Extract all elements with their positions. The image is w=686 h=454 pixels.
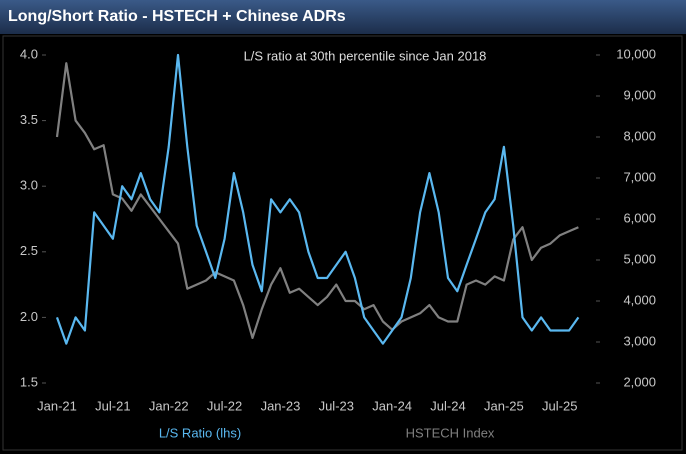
x-tick-label: Jul-22 — [207, 398, 242, 413]
y2-tick-label: 8,000 — [623, 128, 656, 143]
x-tick-label: Jan-22 — [149, 398, 189, 413]
x-tick-label: Jan-23 — [261, 398, 301, 413]
x-tick-label: Jan-21 — [37, 398, 77, 413]
x-tick-label: Jul-21 — [95, 398, 130, 413]
y-tick-label: 2.5 — [20, 243, 38, 258]
y2-tick-label: 2,000 — [623, 374, 656, 389]
x-tick-label: Jul-23 — [319, 398, 354, 413]
y2-tick-label: 9,000 — [623, 87, 656, 102]
y2-tick-label: 6,000 — [623, 210, 656, 225]
title-bar — [0, 0, 686, 34]
y-tick-label: 2.0 — [20, 309, 38, 324]
y-tick-label: 1.5 — [20, 374, 38, 389]
x-tick-label: Jul-24 — [430, 398, 465, 413]
y2-tick-label: 5,000 — [623, 251, 656, 266]
y2-tick-label: 3,000 — [623, 333, 656, 348]
x-tick-label: Jul-25 — [542, 398, 577, 413]
y-tick-label: 3.0 — [20, 178, 38, 193]
x-tick-label: Jan-24 — [372, 398, 412, 413]
legend-label: HSTECH Index — [406, 425, 495, 440]
frame — [2, 35, 683, 451]
y2-tick-label: 4,000 — [623, 292, 656, 307]
x-tick-label: Jan-25 — [484, 398, 524, 413]
y2-tick-label: 10,000 — [616, 46, 656, 61]
annotation: L/S ratio at 30th percentile since Jan 2… — [244, 48, 487, 63]
y-tick-label: 3.5 — [20, 112, 38, 127]
chart-title: Long/Short Ratio - HSTECH + Chinese ADRs — [8, 8, 346, 25]
legend-label: L/S Ratio (lhs) — [159, 425, 241, 440]
y2-tick-label: 7,000 — [623, 169, 656, 184]
y-tick-label: 4.0 — [20, 46, 38, 61]
series-line — [55, 53, 580, 345]
series-line — [55, 62, 579, 339]
